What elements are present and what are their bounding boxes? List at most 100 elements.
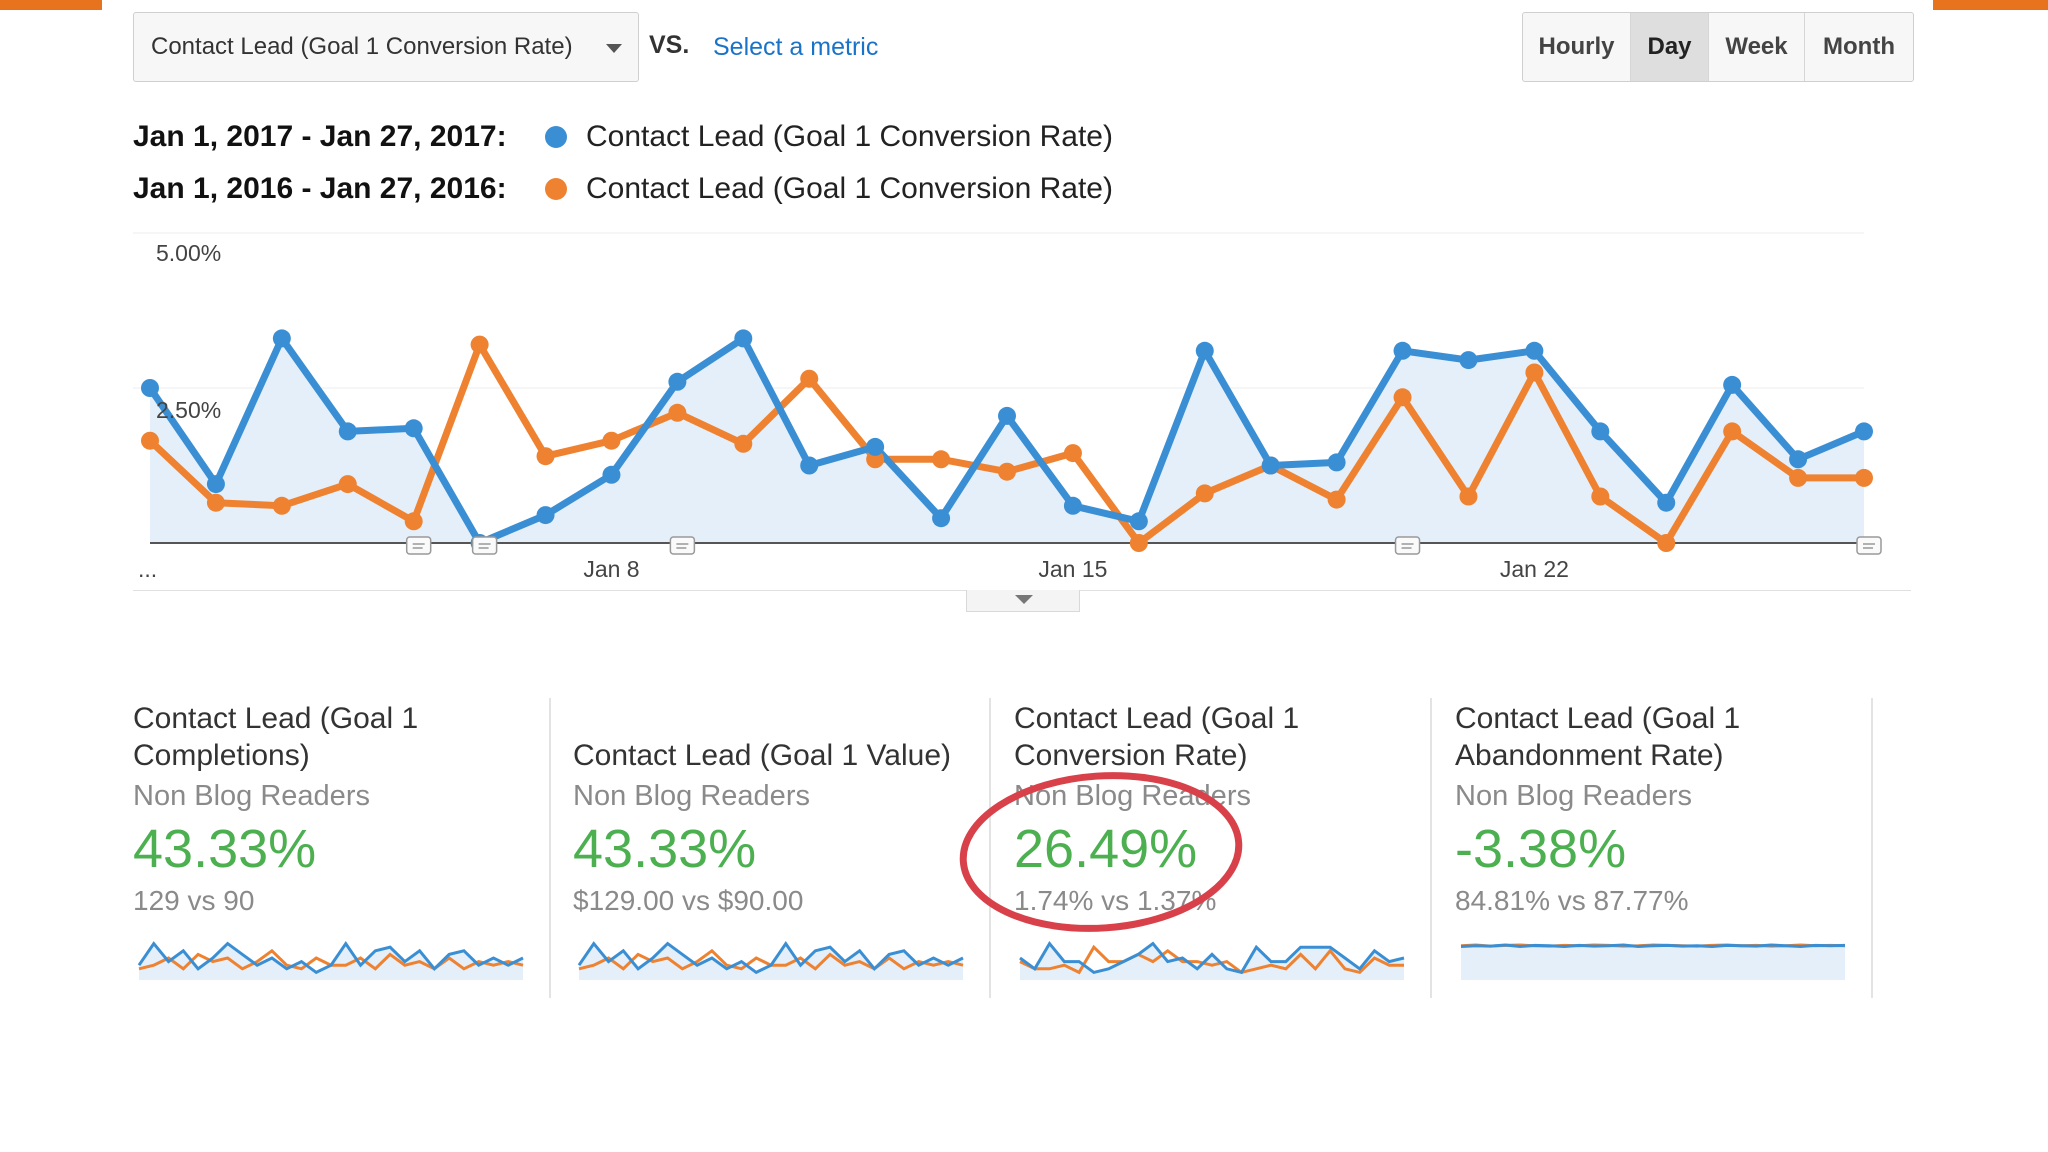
sparkline-area (139, 943, 523, 980)
data-point-1-20 (1459, 487, 1478, 506)
sparkline-2017 (137, 940, 524, 975)
sparkline-2017 (1460, 943, 1846, 948)
sparkline (1019, 940, 1405, 980)
data-point-0-9 (734, 329, 753, 348)
data-point-0-8 (668, 372, 687, 391)
data-point-1-5 (470, 335, 489, 354)
scorecard-divider (549, 698, 551, 998)
annotation-icon (1394, 536, 1421, 555)
granularity-button-group: Hourly Day Week Month (1522, 12, 1914, 82)
data-point-0-2 (272, 329, 291, 348)
sparkline (1460, 943, 1846, 980)
legend-series-name: Contact Lead (Goal 1 Conversion Rate) (586, 172, 1113, 205)
sparkline (137, 940, 524, 980)
scorecard-title: Contact Lead (Goal 1 Completions) (133, 702, 419, 772)
scorecard-title: Contact Lead (Goal 1 Value) (573, 739, 952, 772)
sparkline (577, 940, 964, 980)
scorecard-conversion-rate[interactable]: Contact Lead (Goal 1 Conversion Rate) No… (1014, 698, 1434, 998)
data-point-1-15 (1129, 534, 1148, 552)
sparkline-area (1461, 945, 1845, 980)
annotation-icon (1856, 536, 1882, 555)
data-point-0-20 (1459, 351, 1478, 370)
scorecard-compare: 1.74% vs 1.37% (1014, 885, 1217, 916)
metric-dropdown-value: Contact Lead (Goal 1 Conversion Rate) (151, 33, 573, 60)
data-point-1-0 (141, 431, 159, 450)
data-point-0-7 (602, 465, 621, 484)
x-tick-label: Jan 15 (1038, 556, 1107, 582)
x-tick-label: Jan 8 (583, 556, 639, 582)
annotation-icon (669, 536, 696, 555)
metric-dropdown[interactable]: Contact Lead (Goal 1 Conversion Rate) (133, 12, 639, 82)
data-point-0-21 (1525, 341, 1544, 360)
annotation-icon (405, 536, 432, 555)
hourly-button[interactable]: Hourly (1523, 13, 1631, 81)
area-2017 (150, 338, 1864, 543)
legend-dot-2016 (545, 178, 567, 200)
y-tick-label: 5.00% (156, 240, 221, 266)
chart-expand-handle[interactable] (966, 590, 1080, 612)
scorecard-title: Contact Lead (Goal 1 Conversion Rate) (1014, 702, 1300, 772)
scorecard-segment: Non Blog Readers (1455, 780, 1692, 812)
scorecard-abandonment-rate[interactable]: Contact Lead (Goal 1 Abandonment Rate) N… (1455, 698, 1875, 998)
scorecard-segment: Non Blog Readers (573, 780, 810, 812)
scorecard-divider (989, 698, 991, 998)
data-point-1-11 (866, 450, 885, 469)
legend-row-2017: Jan 1, 2017 - Jan 27, 2017: Contact Lead… (133, 120, 1113, 154)
day-button[interactable]: Day (1631, 13, 1709, 81)
data-point-1-13 (998, 462, 1016, 481)
scorecard-completions[interactable]: Contact Lead (Goal 1 Completions) Non Bl… (133, 698, 553, 998)
data-point-1-18 (1327, 490, 1346, 509)
legend-dot-2017 (545, 126, 567, 148)
scorecard-change: -3.38% (1455, 819, 1627, 879)
data-point-1-1 (206, 493, 225, 512)
scorecard-value[interactable]: Contact Lead (Goal 1 Value) Non Blog Rea… (573, 698, 993, 998)
data-point-1-10 (800, 369, 819, 388)
data-point-1-23 (1657, 534, 1676, 552)
data-point-0-13 (998, 406, 1016, 425)
data-point-1-7 (602, 431, 621, 450)
data-point-1-9 (734, 434, 753, 453)
data-point-0-0 (141, 379, 159, 397)
select-metric-link[interactable]: Select a metric (713, 33, 879, 61)
scorecard-segment: Non Blog Readers (1014, 780, 1251, 812)
data-point-1-25 (1789, 468, 1808, 487)
data-point-0-18 (1327, 453, 1346, 472)
sparkline-area (579, 943, 963, 980)
data-point-1-21 (1525, 363, 1544, 382)
legend-date-range: Jan 1, 2017 - Jan 27, 2017: (133, 120, 507, 153)
data-point-0-10 (800, 456, 819, 475)
data-point-1-12 (932, 450, 951, 469)
data-point-0-15 (1129, 512, 1148, 531)
sparkline-2017 (1019, 940, 1405, 975)
legend-date-range: Jan 1, 2016 - Jan 27, 2016: (133, 172, 507, 205)
scorecard-divider (1430, 698, 1432, 998)
scorecard-segment: Non Blog Readers (133, 780, 370, 812)
data-point-0-14 (1063, 496, 1082, 515)
scorecard-title: Contact Lead (Goal 1 Abandonment Rate) (1455, 702, 1741, 772)
data-point-0-11 (866, 437, 885, 456)
data-point-0-22 (1591, 422, 1610, 441)
scorecard-change: 43.33% (133, 819, 317, 879)
x-tick-label: Jan 22 (1500, 556, 1569, 582)
data-point-1-19 (1393, 388, 1412, 407)
month-button[interactable]: Month (1823, 33, 1895, 60)
scorecard-compare: 129 vs 90 (133, 885, 255, 916)
data-point-0-3 (338, 422, 357, 441)
vs-label: VS. (649, 31, 690, 59)
accent-bar-left (0, 0, 102, 10)
caret-down-icon (1015, 595, 1033, 604)
data-point-0-24 (1723, 375, 1742, 394)
week-button[interactable]: Week (1709, 13, 1805, 81)
data-point-1-3 (338, 475, 357, 494)
data-point-0-1 (206, 475, 225, 494)
y-tick-label: 2.50% (156, 397, 221, 423)
scorecard-compare: $129.00 vs $90.00 (573, 885, 804, 916)
scorecard-divider (1871, 698, 1873, 998)
chevron-down-icon (606, 44, 622, 53)
data-point-1-2 (272, 496, 291, 515)
accent-bar-right (1933, 0, 2048, 10)
scorecard-change: 43.33% (573, 819, 757, 879)
data-point-0-6 (536, 506, 555, 525)
sparkline-area (1020, 943, 1404, 980)
data-point-1-26 (1855, 468, 1873, 487)
